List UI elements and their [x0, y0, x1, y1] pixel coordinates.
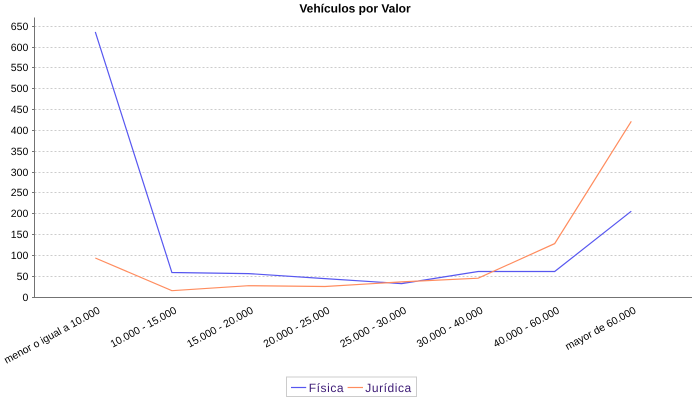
svg-text:Jurídica: Jurídica — [365, 381, 411, 395]
svg-text:250: 250 — [11, 187, 29, 199]
svg-text:Física: Física — [309, 381, 344, 395]
svg-text:100: 100 — [11, 250, 29, 262]
svg-text:150: 150 — [11, 229, 29, 241]
svg-text:650: 650 — [11, 21, 29, 33]
svg-text:350: 350 — [11, 146, 29, 158]
svg-text:200: 200 — [11, 208, 29, 220]
svg-text:Vehículos por Valor: Vehículos por Valor — [299, 2, 411, 16]
svg-text:450: 450 — [11, 104, 29, 116]
svg-text:0: 0 — [22, 292, 28, 304]
svg-text:600: 600 — [11, 42, 29, 54]
svg-text:400: 400 — [11, 125, 29, 137]
svg-text:50: 50 — [17, 271, 29, 283]
svg-text:550: 550 — [11, 62, 29, 74]
svg-text:300: 300 — [11, 167, 29, 179]
svg-text:500: 500 — [11, 83, 29, 95]
